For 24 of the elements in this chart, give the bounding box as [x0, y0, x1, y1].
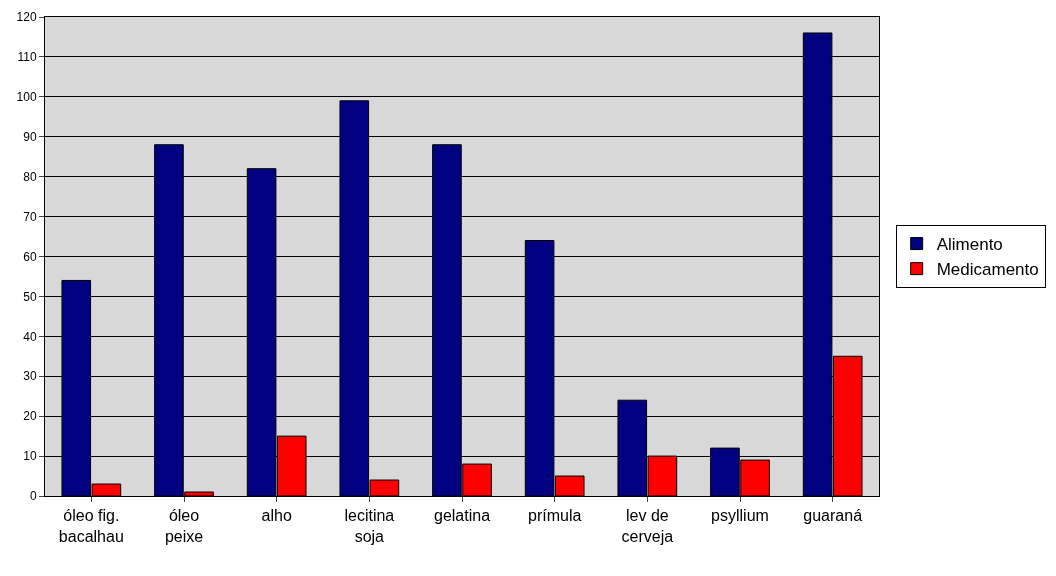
x-tick-label: alho: [261, 507, 292, 525]
x-tick-label: prímula: [527, 507, 582, 525]
x-tick-label: lecitina soja: [344, 507, 395, 545]
legend-label: Alimento: [936, 235, 1003, 255]
legend-label: Medicamento: [936, 260, 1039, 280]
y-tick-label: 10: [23, 449, 37, 464]
y-tick-label: 30: [23, 369, 37, 384]
y-tick-label: 60: [23, 249, 37, 264]
y-tick-label: 50: [23, 289, 37, 304]
y-tick-label: 100: [16, 90, 37, 105]
y-tick-label: 20: [23, 409, 37, 424]
y-tick-label: 90: [23, 129, 37, 144]
y-tick-label: 120: [16, 10, 37, 25]
x-tick-label: óleo peixe: [164, 507, 204, 545]
x-tick-label: gelatina: [433, 507, 491, 525]
y-tick-label: 40: [23, 329, 37, 344]
x-tick-label: guaraná: [803, 507, 863, 525]
y-tick-label: 80: [23, 169, 37, 184]
x-tick-label: óleo fig. bacalhau: [58, 507, 124, 545]
y-tick-label: 110: [17, 50, 37, 65]
x-tick-label: lev de cerveja: [621, 507, 674, 545]
y-tick-label: 70: [23, 209, 37, 224]
x-tick-label: psyllium: [711, 507, 769, 525]
y-tick-label: 0: [29, 489, 37, 504]
